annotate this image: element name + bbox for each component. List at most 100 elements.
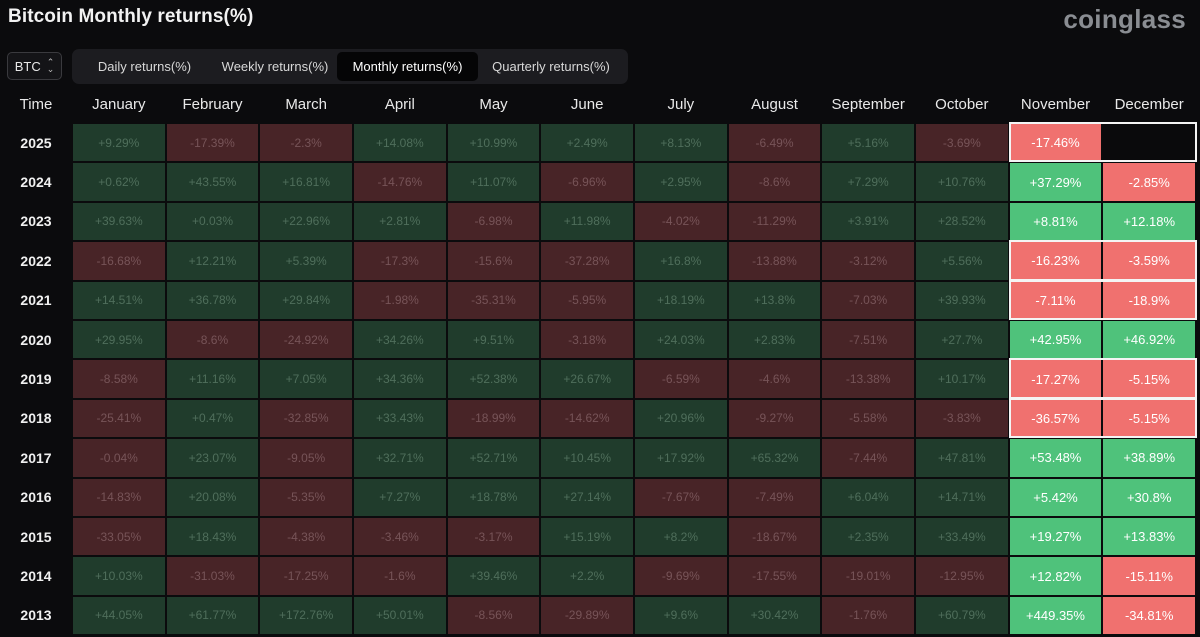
return-cell: -37.28% [541, 242, 633, 280]
tab-quarterly-returns[interactable]: Quarterly returns(%) [492, 59, 610, 74]
return-cell: -17.46% [1009, 124, 1102, 162]
return-cell: -13.38% [822, 360, 915, 398]
year-label: 2024 [20, 174, 52, 191]
column-header-april: April [384, 95, 415, 113]
return-cell: +13.8% [728, 281, 821, 319]
return-cell: -3.69% [916, 124, 1008, 162]
return-cell: +5.39% [260, 242, 352, 280]
year-label: 2013 [20, 607, 52, 624]
return-cell: +52.38% [447, 360, 540, 398]
return-cell: -24.92% [260, 321, 352, 359]
return-cell: -7.49% [728, 478, 821, 516]
return-cell: +18.19% [635, 281, 727, 319]
return-cell: -7.67% [635, 478, 727, 516]
return-cell: +5.16% [822, 124, 915, 162]
column-header-time: Time [19, 95, 53, 113]
return-cell: +10.45% [541, 439, 633, 477]
return-cell: +12.82% [1009, 557, 1102, 595]
return-cell: +0.47% [166, 399, 259, 438]
return-cell: +13.83% [1103, 518, 1196, 556]
return-cell: +11.07% [447, 163, 540, 201]
return-cell: -16.68% [73, 242, 165, 280]
return-cell: -16.23% [1009, 242, 1102, 280]
return-cell: -29.89% [541, 596, 633, 635]
return-cell: +65.32% [728, 439, 821, 477]
return-cell: +23.07% [166, 439, 259, 477]
return-cell: +42.95% [1009, 321, 1102, 359]
return-cell: -5.35% [260, 478, 352, 516]
return-cell: +50.01% [354, 596, 446, 635]
return-cell: -6.96% [541, 163, 633, 201]
return-cell: +39.63% [73, 202, 165, 241]
return-cell: -34.81% [1103, 596, 1196, 635]
return-cell: +2.2% [541, 557, 633, 595]
asset-select-value: BTC [14, 58, 41, 74]
return-cell: +18.78% [447, 478, 540, 516]
return-cell: +2.83% [728, 321, 821, 359]
return-cell: -1.6% [354, 557, 446, 595]
column-header-january: January [92, 95, 146, 113]
return-cell: +43.55% [166, 163, 259, 201]
return-cell: -15.6% [447, 242, 540, 280]
return-cell: -9.69% [635, 557, 727, 595]
return-cell: -7.03% [822, 281, 915, 319]
return-cell: -32.85% [260, 399, 352, 438]
return-cell: -1.98% [354, 281, 446, 319]
return-cell: +17.92% [635, 439, 727, 477]
return-cell: +29.84% [260, 281, 352, 319]
return-cell: -8.58% [73, 360, 165, 398]
return-cell: +5.56% [916, 242, 1008, 280]
return-cell: +36.78% [166, 281, 259, 319]
return-cell: -6.59% [635, 360, 727, 398]
return-cell: +8.13% [635, 124, 727, 162]
return-cell: +0.62% [73, 163, 165, 201]
return-cell: -4.6% [728, 360, 821, 398]
return-cell: +7.29% [822, 163, 915, 201]
column-header-august: August [751, 95, 798, 113]
return-cell: +39.46% [447, 557, 540, 595]
asset-select[interactable]: BTC ⌃ ⌄ [7, 52, 62, 80]
return-cell: -18.9% [1103, 281, 1196, 319]
return-cell: -1.76% [822, 596, 915, 635]
return-cell: +30.8% [1103, 478, 1196, 516]
return-cell: +14.51% [73, 281, 165, 319]
return-cell: +7.05% [260, 360, 352, 398]
tab-weekly-returns[interactable]: Weekly returns(%) [221, 59, 329, 74]
return-cell: +30.42% [728, 596, 821, 635]
return-cell: +16.81% [260, 163, 352, 201]
return-cell: +0.03% [166, 202, 259, 241]
return-cell: -17.27% [1009, 360, 1102, 398]
return-cell: +46.92% [1103, 321, 1196, 359]
year-label: 2019 [20, 371, 52, 388]
return-cell: +16.8% [635, 242, 727, 280]
return-cell: -14.83% [73, 478, 165, 516]
return-cell: -31.03% [166, 557, 259, 595]
return-cell: +39.93% [916, 281, 1008, 319]
return-cell: -25.41% [73, 399, 165, 438]
year-label: 2018 [20, 410, 52, 427]
year-label: 2023 [20, 213, 52, 230]
column-header-october: October [935, 95, 989, 113]
return-cell: +11.16% [166, 360, 259, 398]
return-cell: +27.7% [916, 321, 1008, 359]
return-cell: -2.3% [260, 124, 352, 162]
return-cell: +29.95% [73, 321, 165, 359]
return-cell: -12.95% [916, 557, 1008, 595]
return-cell: +27.14% [541, 478, 633, 516]
return-cell: +5.42% [1009, 478, 1102, 516]
column-header-february: February [182, 95, 243, 113]
return-cell: -13.88% [728, 242, 821, 280]
tab-monthly-returns[interactable]: Monthly returns(%) [337, 52, 478, 81]
return-cell: +60.79% [916, 596, 1008, 635]
year-label: 2022 [20, 252, 52, 269]
tab-daily-returns[interactable]: Daily returns(%) [97, 59, 192, 74]
year-label: 2016 [20, 489, 52, 506]
return-cell: +26.67% [541, 360, 633, 398]
return-cell: +14.71% [916, 478, 1008, 516]
return-cell: +33.43% [354, 399, 446, 438]
return-cell: +10.17% [916, 360, 1008, 398]
year-label: 2017 [20, 449, 52, 466]
return-cell: +24.03% [635, 321, 727, 359]
return-cell: -18.67% [728, 518, 821, 556]
return-cell: -5.58% [822, 399, 915, 438]
